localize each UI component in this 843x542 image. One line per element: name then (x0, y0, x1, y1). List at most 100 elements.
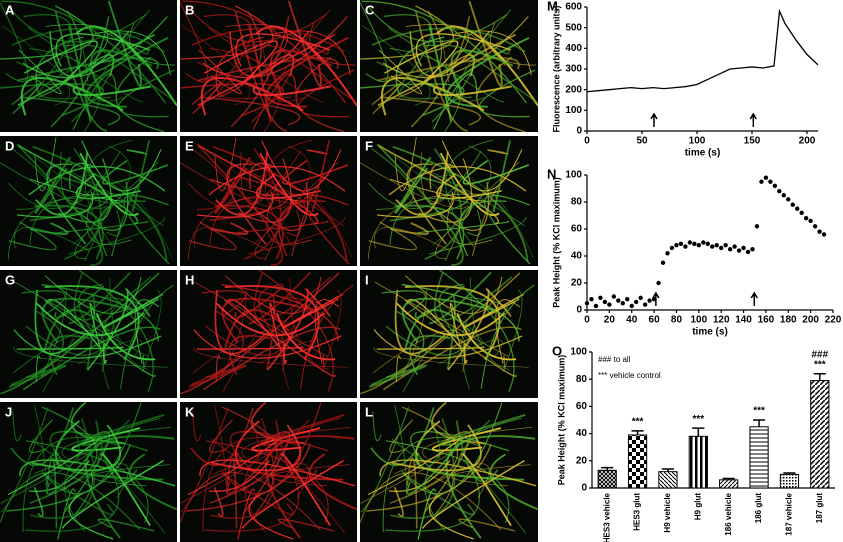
fiber (106, 209, 121, 236)
x-tick-label: 187 glut (815, 493, 824, 524)
fiber (12, 411, 22, 442)
fiber (389, 406, 459, 504)
data-point (705, 241, 710, 247)
data-point (741, 245, 746, 251)
fiber (390, 417, 456, 519)
fiber (410, 16, 471, 128)
fiber (29, 197, 124, 245)
fiber (28, 166, 166, 196)
data-point (642, 302, 648, 307)
chart: O 0 20 40 60 80 100 Peak Height (% KCl maximum)… (552, 343, 835, 542)
fiber (123, 195, 170, 265)
fiber (382, 437, 480, 533)
fiber (193, 329, 342, 359)
fiber (64, 417, 161, 532)
fiber (86, 289, 129, 371)
fiber (215, 302, 325, 337)
fiber (360, 452, 450, 504)
fiber (401, 289, 428, 377)
arrow (650, 112, 658, 127)
fiber (85, 37, 169, 108)
data-point (669, 245, 675, 251)
fiber (214, 137, 237, 192)
x-tick-label: H9 vehicle (663, 492, 672, 532)
arrow (652, 291, 660, 306)
fiber (224, 299, 336, 377)
x-tick-label: 140 (735, 315, 752, 326)
fiber (229, 31, 310, 77)
x-tick-label: 50 (636, 136, 648, 147)
fiber (458, 518, 516, 532)
fiber (372, 411, 382, 442)
fiber (18, 49, 62, 95)
fiber (389, 48, 461, 132)
panel-letter: B (185, 2, 194, 17)
fiber (198, 143, 275, 196)
fiber (54, 10, 108, 132)
fiber (46, 443, 100, 495)
error-bar (661, 468, 675, 472)
data-point (674, 243, 679, 248)
fiber (261, 140, 342, 192)
fiber (252, 73, 297, 130)
fiber (270, 49, 333, 97)
data-point (629, 303, 634, 309)
fiber (388, 166, 527, 196)
fiber (381, 290, 426, 316)
fiber (254, 161, 339, 259)
fiber (303, 195, 350, 265)
fiber (409, 335, 451, 376)
data-point (687, 240, 693, 245)
data-point (723, 243, 728, 248)
fiber (384, 40, 459, 86)
fiber (253, 174, 353, 258)
fiber (438, 339, 503, 365)
fiber (220, 289, 247, 377)
fiber (60, 152, 89, 205)
error-bar (631, 430, 644, 435)
fiber (265, 435, 355, 539)
fiber (202, 16, 348, 79)
fiber (373, 329, 523, 359)
fiber (241, 426, 352, 459)
fiber (258, 283, 284, 340)
fiber (275, 312, 336, 361)
fiber (27, 27, 144, 103)
arrow (750, 291, 758, 306)
fiber (371, 82, 402, 115)
fiber (142, 289, 162, 373)
data-line (586, 8, 819, 93)
micrograph: A (0, 0, 177, 132)
fiber (40, 289, 67, 377)
fiber (97, 518, 155, 532)
fiber (22, 437, 120, 533)
micrograph: B (180, 0, 357, 132)
fiber (415, 33, 512, 67)
fiber (404, 285, 501, 361)
fiber (378, 49, 422, 95)
fiber (198, 49, 242, 95)
fiber (445, 139, 493, 247)
fiber (204, 40, 278, 86)
fiber (422, 44, 474, 123)
fiber (282, 159, 349, 185)
fiber (10, 310, 65, 386)
fiber (11, 147, 54, 211)
fiber (29, 48, 101, 132)
panel-letter: M (547, 0, 558, 13)
data-point (678, 241, 684, 247)
micrograph-bg (360, 402, 538, 542)
data-point (768, 179, 773, 184)
chart: N 0 20 40 60 80 100 0 20 40 60 80 100 120 140 160 180 200… (547, 166, 842, 337)
fiber (16, 191, 94, 218)
fiber (74, 161, 159, 259)
error-bar (722, 477, 735, 480)
fiber (311, 140, 331, 212)
fiber (31, 424, 121, 472)
data-point (701, 240, 706, 245)
fiber (304, 287, 331, 318)
bar (688, 435, 708, 489)
x-tick-label: 150 (744, 136, 761, 147)
fiber (78, 339, 142, 365)
fiber (99, 48, 177, 103)
